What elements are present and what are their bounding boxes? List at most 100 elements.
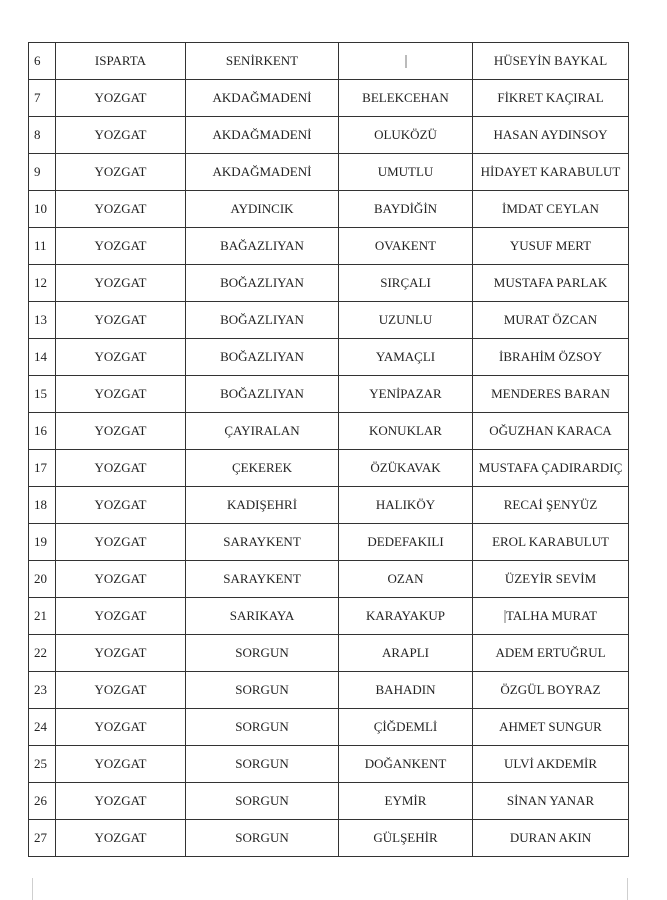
name-cell: DURAN AKIN: [472, 819, 629, 857]
table-row: 12 YOZGAT BOĞAZLIYAN SIRÇALI MUSTAFA PARLAK: [28, 264, 629, 302]
village-cell: [338, 42, 473, 80]
table-row: 15 YOZGAT BOĞAZLIYAN YENİPAZAR MENDERES BARA…: [28, 375, 629, 413]
province-cell: YOZGAT: [55, 153, 186, 191]
province-cell: YOZGAT: [55, 708, 186, 746]
table-row: 21 YOZGAT SARIKAYA KARAYAKUP TALHA MURAT: [28, 597, 629, 635]
row-number: 20: [28, 560, 56, 598]
row-number: 7: [28, 79, 56, 117]
province-cell: YOZGAT: [55, 264, 186, 302]
name-cell: EROL KARABULUT: [472, 523, 629, 561]
table-row: 7 YOZGAT AKDAĞMADENİ BELEKCEHAN FİKRET KAÇIR…: [28, 79, 629, 117]
row-number: 15: [28, 375, 56, 413]
row-number: 19: [28, 523, 56, 561]
name-cell: SİNAN YANAR: [472, 782, 629, 820]
name-cell: OĞUZHAN KARACA: [472, 412, 629, 450]
province-cell: YOZGAT: [55, 116, 186, 154]
district-cell: AYDINCIK: [185, 190, 339, 228]
name-cell: ÖZGÜL BOYRAZ: [472, 671, 629, 709]
row-number: 9: [28, 153, 56, 191]
village-cell: YAMAÇLI: [338, 338, 473, 376]
name-cell: ADEM ERTUĞRUL: [472, 634, 629, 672]
village-cell: BAHADIN: [338, 671, 473, 709]
name-cell: RECAİ ŞENYÜZ: [472, 486, 629, 524]
name-cell: İMDAT CEYLAN: [472, 190, 629, 228]
province-cell: YOZGAT: [55, 634, 186, 672]
row-number: 23: [28, 671, 56, 709]
name-cell: MUSTAFA PARLAK: [472, 264, 629, 302]
district-cell: SORGUN: [185, 745, 339, 783]
row-number: 18: [28, 486, 56, 524]
table-row: 19 YOZGAT SARAYKENT DEDEFAKILI EROL KARABULU…: [28, 523, 629, 561]
row-number: 21: [28, 597, 56, 635]
district-cell: SARIKAYA: [185, 597, 339, 635]
province-cell: YOZGAT: [55, 375, 186, 413]
province-cell: YOZGAT: [55, 227, 186, 265]
row-number: 16: [28, 412, 56, 450]
name-cell: HİDAYET KARABULUT: [472, 153, 629, 191]
table-row: 17 YOZGAT ÇEKEREK ÖZÜKAVAK MUSTAFA ÇADIRARDI…: [28, 449, 629, 487]
table-row: 9 YOZGAT AKDAĞMADENİ UMUTLU HİDAYET KARABULU…: [28, 153, 629, 191]
page-edge-right: [627, 878, 628, 900]
village-list-table: 6 ISPARTA SENİRKENT HÜSEYİN BAYKAL 7 YOZGAT AK…: [28, 42, 629, 857]
province-cell: YOZGAT: [55, 745, 186, 783]
village-cell: KARAYAKUP: [338, 597, 473, 635]
province-cell: YOZGAT: [55, 449, 186, 487]
row-number: 11: [28, 227, 56, 265]
row-number: 25: [28, 745, 56, 783]
table-row: 13 YOZGAT BOĞAZLIYAN UZUNLU MURAT ÖZCAN: [28, 301, 629, 339]
village-cell: GÜLŞEHİR: [338, 819, 473, 857]
village-cell: SIRÇALI: [338, 264, 473, 302]
district-cell: SARAYKENT: [185, 523, 339, 561]
village-cell: OVAKENT: [338, 227, 473, 265]
table-row: 20 YOZGAT SARAYKENT OZAN ÜZEYİR SEVİM: [28, 560, 629, 598]
village-cell: UZUNLU: [338, 301, 473, 339]
district-cell: SARAYKENT: [185, 560, 339, 598]
row-number: 13: [28, 301, 56, 339]
name-cell: İBRAHİM ÖZSOY: [472, 338, 629, 376]
village-cell: KONUKLAR: [338, 412, 473, 450]
district-cell: SORGUN: [185, 671, 339, 709]
table-row: 24 YOZGAT SORGUN ÇİĞDEMLİ AHMET SUNGUR: [28, 708, 629, 746]
province-cell: YOZGAT: [55, 560, 186, 598]
row-number: 14: [28, 338, 56, 376]
district-cell: SORGUN: [185, 634, 339, 672]
name-cell: ÜZEYİR SEVİM: [472, 560, 629, 598]
name-cell: TALHA MURAT: [472, 597, 629, 635]
row-number: 6: [28, 42, 56, 80]
village-cell: EYMİR: [338, 782, 473, 820]
district-cell: AKDAĞMADENİ: [185, 116, 339, 154]
district-cell: AKDAĞMADENİ: [185, 153, 339, 191]
name-cell: HASAN AYDINSOY: [472, 116, 629, 154]
name-cell: MUSTAFA ÇADIRARDIÇ: [472, 449, 629, 487]
province-cell: ISPARTA: [55, 42, 186, 80]
table-row: 8 YOZGAT AKDAĞMADENİ OLUKÖZÜ HASAN AYDINSOY: [28, 116, 629, 154]
table-row: 10 YOZGAT AYDINCIK BAYDİĞİN İMDAT CEYLAN: [28, 190, 629, 228]
name-cell: MENDERES BARAN: [472, 375, 629, 413]
province-cell: YOZGAT: [55, 523, 186, 561]
province-cell: YOZGAT: [55, 819, 186, 857]
table-row: 11 YOZGAT BAĞAZLIYAN OVAKENT YUSUF MERT: [28, 227, 629, 265]
province-cell: YOZGAT: [55, 597, 186, 635]
province-cell: YOZGAT: [55, 486, 186, 524]
row-number: 27: [28, 819, 56, 857]
province-cell: YOZGAT: [55, 338, 186, 376]
text-cursor: [503, 610, 506, 624]
district-cell: BOĞAZLIYAN: [185, 301, 339, 339]
row-number: 24: [28, 708, 56, 746]
district-cell: BOĞAZLIYAN: [185, 338, 339, 376]
table-row: 18 YOZGAT KADIŞEHRİ HALIKÖY RECAİ ŞENYÜZ: [28, 486, 629, 524]
district-cell: AKDAĞMADENİ: [185, 79, 339, 117]
table-row: 23 YOZGAT SORGUN BAHADIN ÖZGÜL BOYRAZ: [28, 671, 629, 709]
page-edge-left: [32, 878, 33, 900]
village-cell: BAYDİĞİN: [338, 190, 473, 228]
province-cell: YOZGAT: [55, 671, 186, 709]
table-row: 25 YOZGAT SORGUN DOĞANKENT ULVİ AKDEMİR: [28, 745, 629, 783]
name-cell: ULVİ AKDEMİR: [472, 745, 629, 783]
village-cell: OLUKÖZÜ: [338, 116, 473, 154]
district-cell: SORGUN: [185, 819, 339, 857]
province-cell: YOZGAT: [55, 190, 186, 228]
name-cell: FİKRET KAÇIRAL: [472, 79, 629, 117]
district-cell: SORGUN: [185, 782, 339, 820]
name-cell: HÜSEYİN BAYKAL: [472, 42, 629, 80]
table-row: 27 YOZGAT SORGUN GÜLŞEHİR DURAN AKIN: [28, 819, 629, 857]
